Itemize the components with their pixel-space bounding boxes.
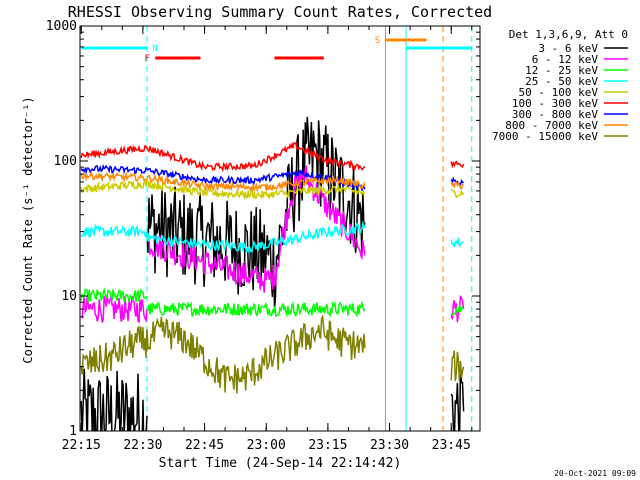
flag-S-label: S [375, 36, 380, 46]
x-tick-label-4: 23:15 [308, 438, 347, 453]
x-tick-label-6: 23:45 [432, 438, 471, 453]
series-line-8-seg-1 [450, 350, 465, 382]
legend-label-4: 50 - 100 keV [519, 86, 599, 99]
legend-label-8: 7000 - 15000 keV [492, 130, 598, 143]
legend-label-6: 300 - 800 keV [512, 108, 598, 121]
x-tick-label-5: 23:30 [370, 438, 409, 453]
series-line-2-seg-0 [80, 286, 148, 303]
x-tick-label-3: 23:00 [247, 438, 286, 453]
flag-F-label: F [145, 54, 150, 64]
series-line-7-seg-0 [80, 170, 366, 193]
series-line-0-seg-2 [450, 363, 465, 431]
x-tick-label-2: 22:45 [185, 438, 224, 453]
legend-label-3: 25 - 50 keV [525, 75, 598, 88]
x-tick-label-1: 22:30 [123, 438, 162, 453]
plot-frame [79, 25, 481, 432]
legend-label-0: 3 - 6 keV [538, 42, 598, 55]
series-line-0-seg-1 [146, 116, 366, 310]
series-line-3-seg-1 [146, 220, 366, 255]
series-line-3-seg-2 [450, 237, 464, 248]
series-line-1-seg-2 [450, 295, 465, 323]
series-line-6-seg-1 [450, 176, 465, 186]
y-tick-label-0: 1 [69, 424, 77, 439]
series-line-4-seg-0 [80, 178, 366, 200]
legend-label-7: 800 - 7000 keV [505, 119, 598, 132]
x-axis-label: Start Time (24-Sep-14 22:14:42) [159, 456, 402, 471]
flag-N-label: N [152, 44, 157, 54]
series-line-2-seg-1 [146, 300, 366, 318]
series-line-6-seg-0 [80, 163, 366, 191]
series-line-4-seg-1 [450, 188, 465, 198]
y-axis-label: Corrected Count Rate (s⁻¹ detector⁻¹) [21, 96, 35, 363]
series-line-3-seg-0 [80, 223, 148, 238]
chart-title: RHESSI Observing Summary Count Rates, Co… [68, 3, 492, 21]
y-tick-label-3: 1000 [46, 19, 77, 34]
x-tick-label-0: 22:15 [62, 438, 101, 453]
series-line-1-seg-1 [146, 164, 366, 293]
legend-label-1: 6 - 12 keV [532, 53, 599, 66]
legend-label-2: 12 - 25 keV [525, 64, 598, 77]
series-line-2-seg-2 [450, 305, 465, 317]
series-line-5-seg-0 [80, 141, 365, 173]
series-line-0-seg-0 [80, 368, 148, 431]
series-line-1-seg-0 [80, 295, 148, 324]
legend-label-5: 100 - 300 keV [512, 97, 598, 110]
y-tick-label-1: 10 [61, 289, 77, 304]
series-line-5-seg-1 [450, 160, 465, 169]
legend-header: Det 1,3,6,9, Att 0 [509, 28, 628, 41]
timestamp: 20-Oct-2021 09:09 [554, 469, 636, 478]
y-tick-label-2: 100 [54, 154, 77, 169]
series-line-7-seg-1 [450, 181, 464, 189]
series-line-8-seg-0 [80, 314, 366, 394]
